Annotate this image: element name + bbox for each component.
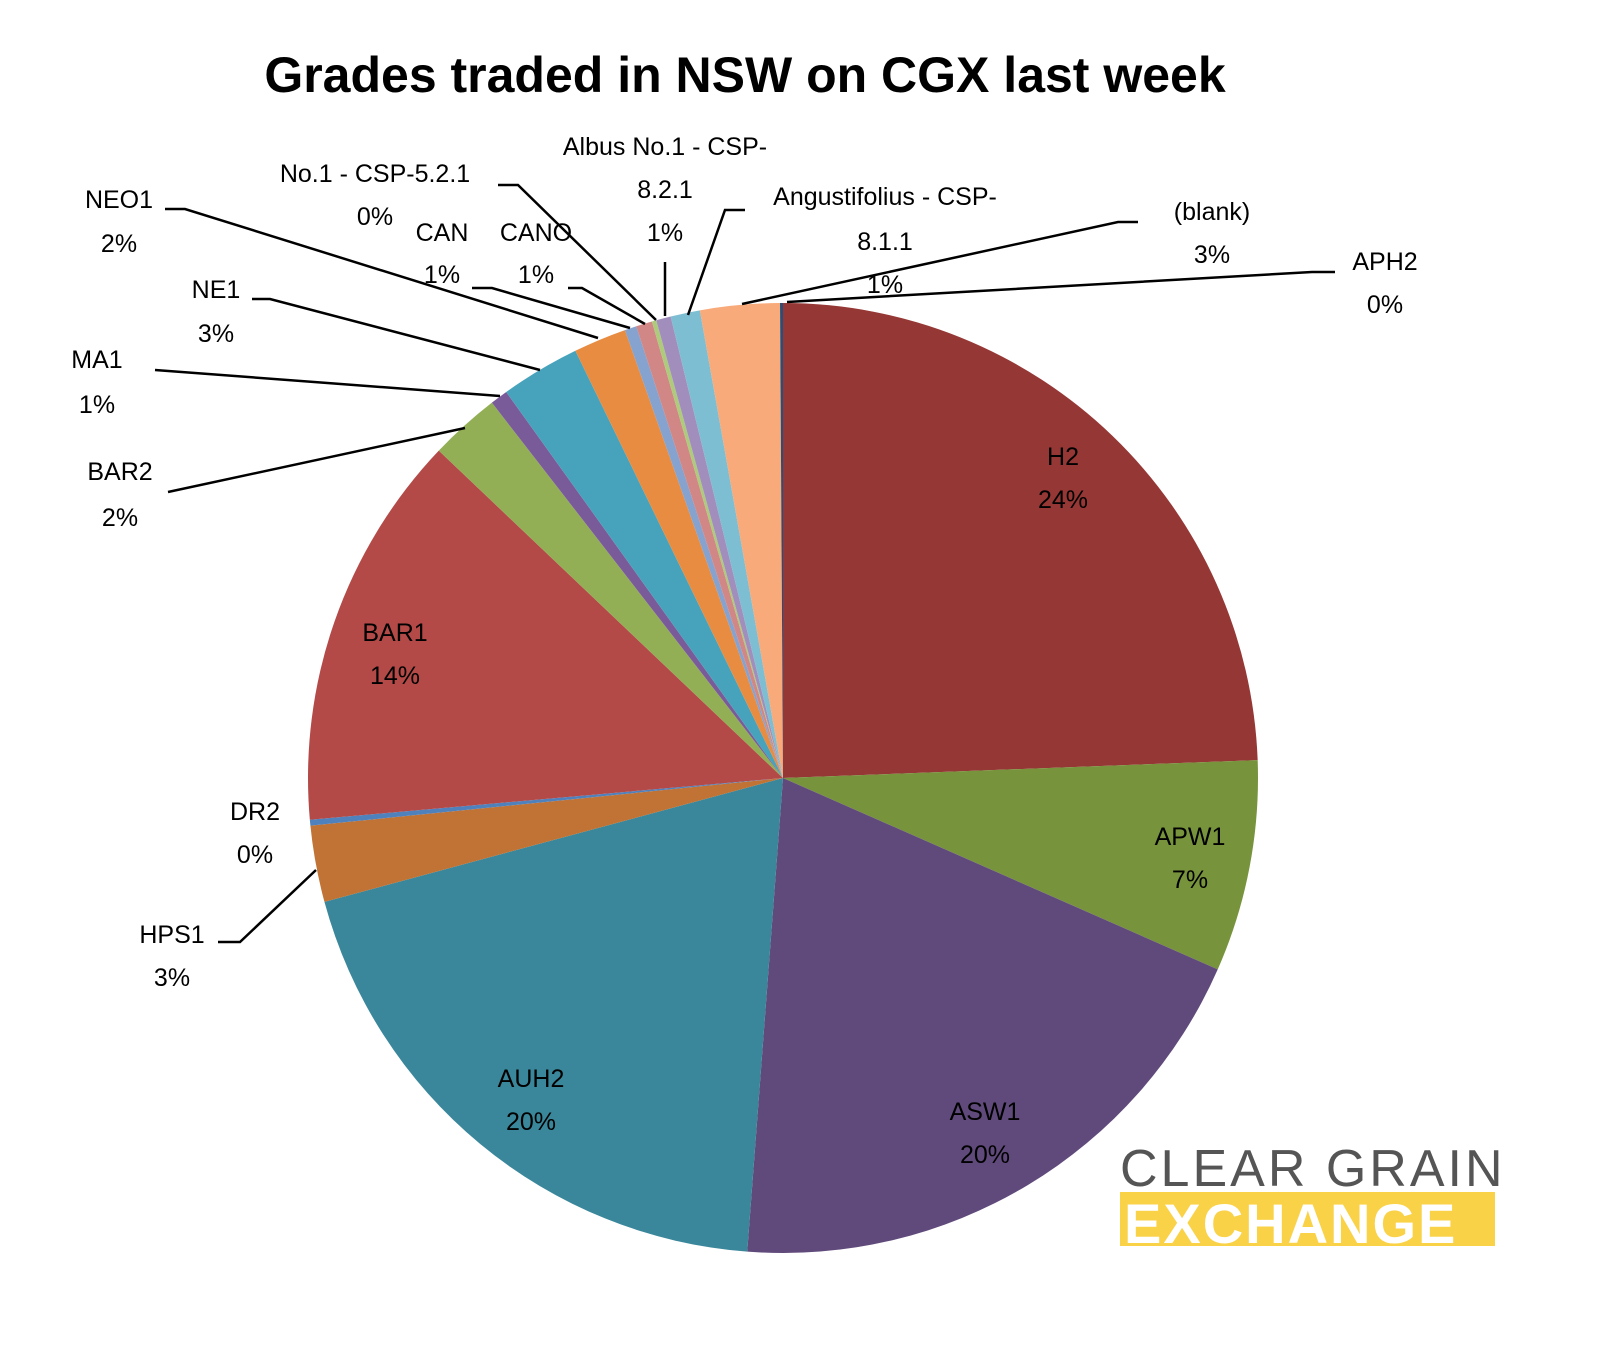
chart-title: Grades traded in NSW on CGX last week (264, 47, 1226, 103)
label-can: CAN 1% (416, 219, 469, 289)
leader-line-no-1-csp-5-2-1 (498, 183, 657, 321)
slice-bar2 (438, 402, 783, 778)
leader-line-bar2 (167, 426, 466, 494)
leader-line-can (472, 286, 631, 330)
label-asw1: ASW1 20% (950, 1098, 1021, 1169)
slice-neo1 (575, 330, 783, 778)
leader-line-hps1 (218, 869, 317, 944)
data-labels: H2 24% APW1 7% ASW1 20% AUH2 20% HPS1 3% DR2 0% BAR1… (71, 133, 1417, 1169)
leader-line-neo1 (165, 207, 599, 340)
slice-h2 (783, 303, 1258, 778)
label-blank: (blank) 3% (1174, 198, 1250, 269)
leader-lines (154, 183, 1335, 944)
label-hps1: HPS1 3% (139, 921, 204, 992)
slice-no-1-csp-5-2-1 (651, 320, 783, 778)
leader-line-ne1 (252, 297, 541, 372)
slice-auh2 (324, 778, 783, 1252)
label-dr2: DR2 0% (230, 798, 280, 869)
slice-asw1 (747, 778, 1218, 1253)
label-bar1: BAR1 14% (362, 619, 427, 690)
label-ma1: MA1 1% (71, 346, 122, 419)
slice-ma1 (491, 391, 783, 778)
slice-aph2 (780, 303, 783, 778)
label-neo1: NEO1 2% (85, 186, 153, 258)
slice-albus-no-1-csp-8-2-1 (656, 316, 783, 778)
label-albus-no-1-csp-8-2-1: Albus No.1 - CSP-8.2.1 1% (563, 133, 767, 247)
logo-line2: EXCHANGE (1124, 1192, 1457, 1255)
pie-slices (308, 303, 1258, 1253)
slice-apw1 (783, 760, 1258, 970)
label-angustifolius-csp-8-1-1: Angustifolius - CSP-8.1.1 1% (773, 183, 997, 299)
label-ne1: NE1 3% (192, 276, 241, 348)
slice-dr2 (309, 778, 783, 826)
clear-grain-exchange-logo: CLEAR GRAIN EXCHANGE (1120, 1140, 1506, 1255)
slice-bar1 (308, 450, 783, 820)
leader-line-cano (568, 286, 646, 326)
slice-blank (699, 303, 783, 778)
label-cano: CANO 1% (500, 219, 572, 289)
slice-can (624, 326, 783, 778)
label-auh2: AUH2 20% (498, 1065, 565, 1136)
leader-line-aph2 (786, 270, 1335, 304)
slice-hps1 (310, 778, 783, 902)
label-no-1-csp-5-2-1: No.1 - CSP-5.2.1 0% (280, 160, 470, 231)
logo-line1: CLEAR GRAIN (1120, 1140, 1506, 1198)
slice-cano (636, 321, 783, 778)
leader-line-angustifolius-csp-8-1-1 (686, 208, 745, 316)
leader-line-blank (741, 220, 1138, 306)
leader-line-ma1 (154, 368, 501, 398)
label-h2: H2 24% (1038, 443, 1088, 514)
label-bar2: BAR2 2% (87, 458, 152, 532)
slice-angustifolius-csp-8-1-1 (670, 310, 783, 778)
label-apw1: APW1 7% (1155, 823, 1226, 894)
label-aph2: APH2 0% (1352, 248, 1417, 319)
logo-band (1120, 1192, 1495, 1246)
slice-ne1 (506, 350, 783, 778)
